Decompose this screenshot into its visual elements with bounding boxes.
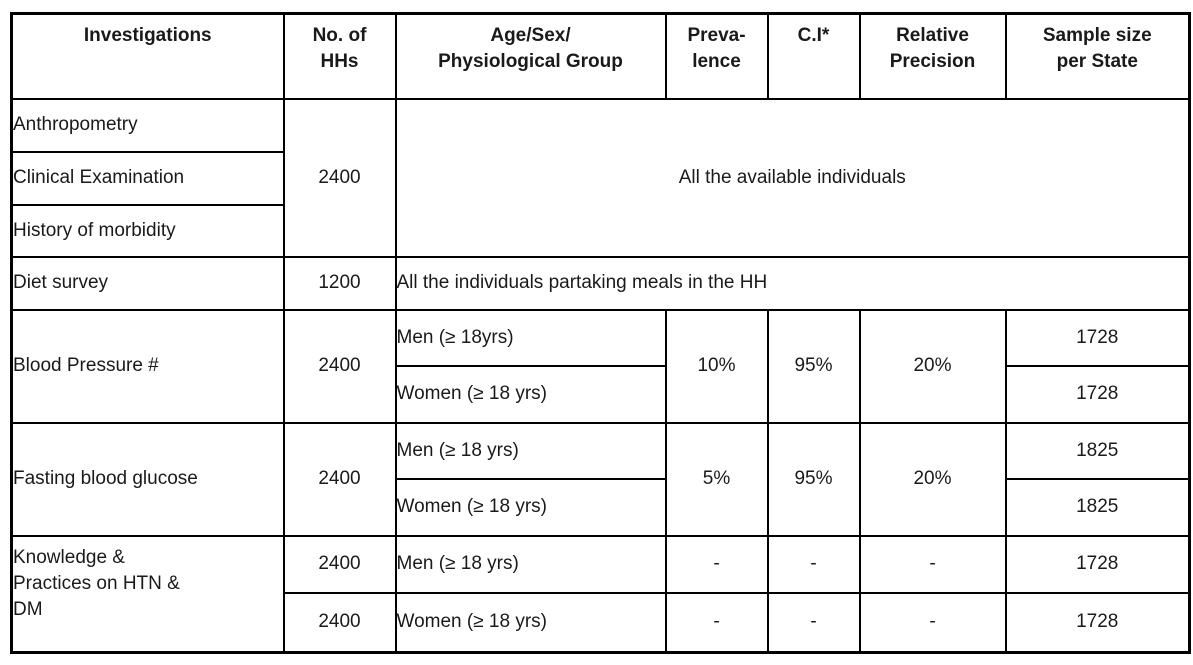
cell-history-of-morbidity: History of morbidity: [10, 203, 285, 258]
cell-knowledge-men-prevalence: -: [664, 534, 769, 594]
cell-bp-men-group: Men (≥ 18yrs): [394, 308, 667, 367]
cell-knowledge-practices: Knowledge & Practices on HTN & DM: [10, 534, 285, 654]
header-no-of-hhs: No. of HHs: [282, 12, 397, 100]
cell-knowledge-men-ci: -: [766, 534, 861, 594]
header-sample-size: Sample size per State: [1004, 12, 1191, 100]
cell-knowledge-women-relative-precision: -: [858, 591, 1007, 654]
cell-fbg-women-sample: 1825: [1004, 477, 1191, 537]
row-anthropometry: Anthropometry 2400 All the available ind…: [10, 97, 1191, 258]
row-fasting-glucose-women: Women (≥ 18 yrs) 1825: [12, 477, 1191, 537]
cell-bp-men-sample: 1728: [1004, 308, 1191, 367]
row-diet-survey: Diet survey 1200 All the individuals par…: [10, 255, 1191, 311]
cell-fbg-hhs: 2400: [282, 421, 397, 537]
row-blood-pressure-women: Women (≥ 18 yrs) 1728: [12, 364, 1191, 424]
header-investigations: Investigations: [10, 12, 285, 100]
cell-diet-hhs: 1200: [282, 255, 397, 311]
survey-sample-table: Investigations No. of HHs Age/Sex/ Physi…: [10, 12, 1191, 654]
header-ci: C.I*: [766, 12, 861, 100]
cell-knowledge-women-prevalence: -: [664, 591, 769, 654]
cell-knowledge-men-relative-precision: -: [858, 534, 1007, 594]
cell-knowledge-men-group: Men (≥ 18 yrs): [394, 534, 667, 594]
header-age-sex-group: Age/Sex/ Physiological Group: [394, 12, 667, 100]
header-prevalence: Preva- lence: [664, 12, 769, 100]
row-knowledge-women: 2400 Women (≥ 18 yrs) - - - 1728: [12, 591, 1191, 654]
cell-knowledge-women-sample: 1728: [1004, 591, 1191, 654]
cell-fbg-men-sample: 1825: [1004, 421, 1191, 480]
cell-knowledge-men-sample: 1728: [1004, 534, 1191, 594]
cell-fbg-prevalence: 5%: [664, 421, 769, 537]
cell-blood-pressure: Blood Pressure #: [10, 308, 285, 424]
cell-diet-survey: Diet survey: [10, 255, 285, 311]
cell-anthro-section-group: All the available individuals: [394, 97, 1191, 258]
cell-knowledge-women-hhs: 2400: [282, 591, 397, 654]
row-fasting-glucose-men: Fasting blood glucose 2400 Men (≥ 18 yrs…: [10, 421, 1191, 537]
row-knowledge-men: Knowledge & Practices on HTN & DM 2400 M…: [10, 534, 1191, 654]
cell-knowledge-women-ci: -: [766, 591, 861, 654]
cell-clinical-examination: Clinical Examination: [10, 150, 285, 206]
row-blood-pressure-men: Blood Pressure # 2400 Men (≥ 18yrs) 10% …: [10, 308, 1191, 424]
cell-fasting-blood-glucose: Fasting blood glucose: [10, 421, 285, 537]
cell-anthro-section-hhs: 2400: [282, 97, 397, 258]
cell-fbg-women-group: Women (≥ 18 yrs): [394, 477, 667, 537]
cell-fbg-men-group: Men (≥ 18 yrs): [394, 421, 667, 480]
header-relative-precision: Relative Precision: [858, 12, 1007, 100]
row-clinical-examination: Clinical Examination: [10, 150, 1190, 206]
header-row: Investigations No. of HHs Age/Sex/ Physi…: [10, 12, 1191, 100]
cell-knowledge-men-hhs: 2400: [282, 534, 397, 594]
cell-bp-women-group: Women (≥ 18 yrs): [394, 364, 667, 424]
cell-bp-women-sample: 1728: [1004, 364, 1191, 424]
cell-anthropometry: Anthropometry: [10, 97, 285, 153]
cell-knowledge-women-group: Women (≥ 18 yrs): [394, 591, 667, 654]
row-history-of-morbidity: History of morbidity: [10, 203, 1190, 258]
cell-bp-hhs: 2400: [282, 308, 397, 424]
cell-bp-ci: 95%: [766, 308, 861, 424]
cell-bp-relative-precision: 20%: [858, 308, 1007, 424]
cell-diet-group: All the individuals partaking meals in t…: [394, 255, 1191, 311]
cell-fbg-ci: 95%: [766, 421, 861, 537]
cell-fbg-relative-precision: 20%: [858, 421, 1007, 537]
cell-bp-prevalence: 10%: [664, 308, 769, 424]
